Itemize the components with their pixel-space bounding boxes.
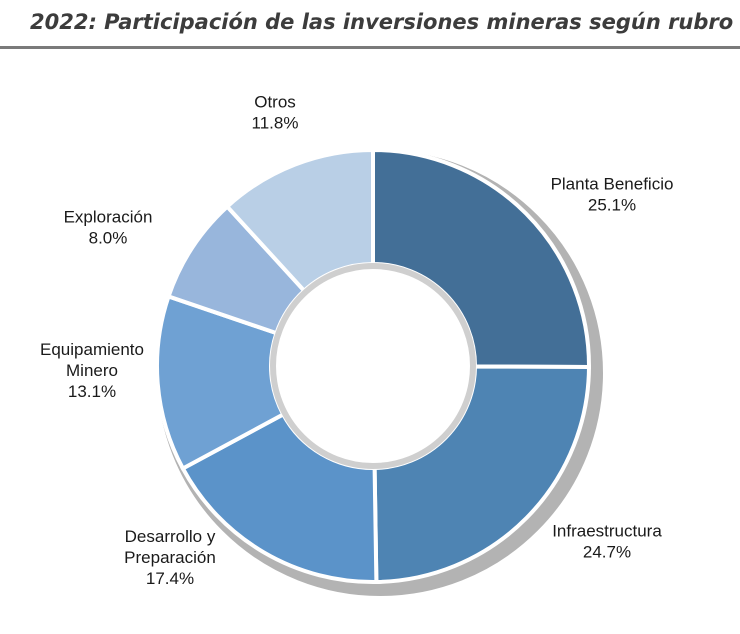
slice-label-4: Exploración 8.0% <box>64 208 153 248</box>
slice-label-5: Otros 11.8% <box>252 93 299 133</box>
slice-value-label: 8.0% <box>89 229 128 248</box>
slice-value-label: 17.4% <box>146 569 194 588</box>
slice-name-label: Desarrollo y <box>125 527 216 546</box>
slice-name-label: Infraestructura <box>552 522 662 541</box>
slice-value-label: 25.1% <box>588 196 636 215</box>
slice-name-label: Equipamiento <box>40 340 144 359</box>
slice-label-1: Infraestructura 24.7% <box>552 522 662 562</box>
slice-name-label: Planta Beneficio <box>551 175 674 194</box>
title-divider <box>0 46 740 49</box>
slice-value-label: 13.1% <box>68 382 116 401</box>
chart-title: 2022: Participación de las inversiones m… <box>30 10 734 34</box>
slice-label-3: Equipamiento Minero 13.1% <box>40 340 144 401</box>
slice-value-label: 24.7% <box>583 543 631 562</box>
slice-name-label: Exploración <box>64 208 153 227</box>
donut-hole <box>270 263 476 469</box>
slice-name-label: Preparación <box>124 548 216 567</box>
slice-name-label: Otros <box>254 93 296 112</box>
slice-value-label: 11.8% <box>252 114 299 133</box>
slice-label-2: Desarrollo y Preparación 17.4% <box>124 527 216 588</box>
slice-label-0: Planta Beneficio 25.1% <box>551 175 674 215</box>
slice-name-label: Minero <box>66 361 118 380</box>
